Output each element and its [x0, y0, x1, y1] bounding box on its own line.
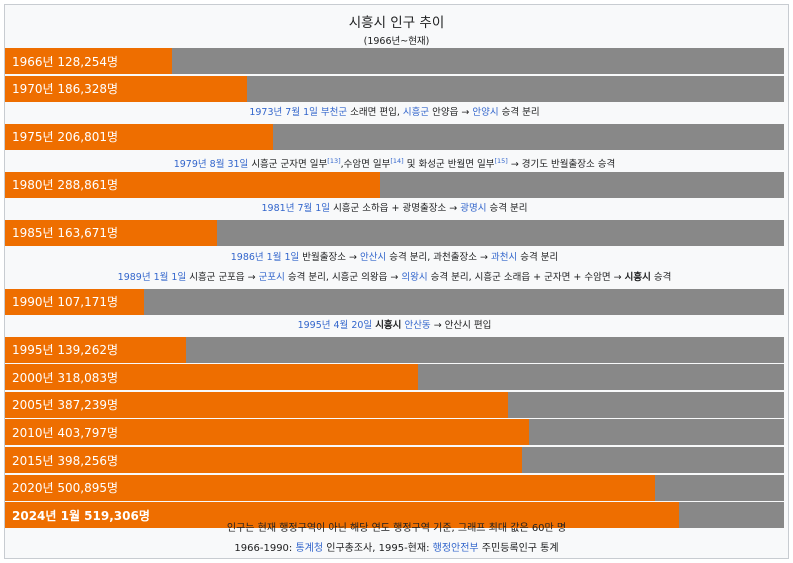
bar-row-12: 2024년 1월 519,306명 — [5, 502, 784, 529]
annotation-text: 시흥시 — [624, 272, 651, 283]
bar-8 — [5, 391, 508, 418]
bar-label-3: 1980년 288,861명 — [12, 178, 119, 193]
bar-0 — [5, 48, 172, 74]
bar-10 — [5, 447, 523, 473]
bar-row-1: 1970년 186,328명 — [5, 75, 784, 102]
annotation-link[interactable]: 시흥군 — [402, 107, 430, 119]
bar-label-4: 1985년 163,671명 — [12, 226, 119, 241]
bar-9 — [5, 419, 530, 446]
annotation-link[interactable]: 안산시 — [360, 251, 387, 263]
source-prefix: 1966-1990: — [234, 543, 296, 554]
source-link-statistics[interactable]: 통계청 — [295, 543, 324, 554]
annotation-0: 1973년 7월 1일 부천군 소래면 편입, 시흥군 안양읍 → 안양시 승격… — [5, 103, 784, 124]
chart-title: 시흥시 인구 추이 — [348, 15, 445, 31]
bar-label-11: 2020년 500,895명 — [12, 481, 119, 496]
annotation-link[interactable]: 1973년 7월 1일 — [249, 107, 318, 119]
chart-frame: 시흥시 인구 추이 (1966년~현재) 1966년 128,254명 1970년… — [4, 4, 789, 559]
bar-row-0: 1966년 128,254명 — [5, 48, 784, 74]
annotation-text: 시흥군 소하읍 + 광명출장소 → — [330, 203, 461, 215]
annotation-link[interactable]: 1995년 4월 20일 — [297, 320, 373, 332]
chart-subtitle: (1966년~현재) — [363, 36, 430, 47]
bar-label-8: 2005년 387,239명 — [12, 398, 119, 413]
annotation-link[interactable]: 군포시 — [258, 272, 285, 283]
annotation-text: 및 화성군 반월면 일부 — [403, 159, 495, 171]
source-suffix: 주민등록인구 통계 — [478, 543, 559, 554]
bar-label-7: 2000년 318,083명 — [12, 370, 119, 385]
annotation-2: 1981년 7월 1일 시흥군 소하읍 + 광명출장소 → 광명시 승격 분리 — [5, 199, 784, 220]
bar-row-8: 2005년 387,239명 — [5, 391, 784, 418]
annotation-text: 승격 분리, 시흥군 소래읍 + 군자면 + 수암면 → — [427, 272, 625, 283]
source-link-ministry[interactable]: 행정안전부 — [432, 543, 479, 554]
chart-rows: 1966년 128,254명 1970년 186,328명 1973년 7월 1일 … — [5, 5, 788, 558]
bar-row-10: 2015년 398,256명 — [5, 447, 784, 473]
annotation-text: → 안산시 편입 — [430, 320, 492, 332]
bar-row-9: 2010년 403,797명 — [5, 419, 784, 446]
bar-row-11: 2020년 500,895명 — [5, 474, 784, 501]
annotation-link[interactable]: 1979년 8월 31일 — [173, 159, 249, 171]
annotation-1: 1979년 8월 31일 시흥군 군자면 일부[13],수암면 일부[14] 및… — [5, 151, 784, 172]
bar-row-3: 1980년 288,861명 — [5, 171, 784, 198]
source-mid: 인구총조사, 1995-현재: — [323, 543, 433, 554]
annotation-text: ,수암면 일부 — [340, 159, 391, 171]
bar-label-9: 2010년 403,797명 — [12, 425, 119, 440]
annotation-text: 시흥군 군포읍 → — [186, 272, 259, 283]
annotation-text: 승격 분리 — [498, 107, 540, 119]
bar-12 — [5, 502, 680, 529]
annotation-text: 승격 — [650, 272, 672, 283]
annotation-5: 1995년 4월 20일 시흥시 안산동 → 안산시 편입 — [5, 316, 784, 337]
annotation-link[interactable]: 1989년 1월 1일 — [117, 272, 187, 283]
annotation-link[interactable]: [15] — [494, 157, 508, 166]
annotation-link[interactable]: 과천시 — [491, 251, 518, 263]
annotation-link[interactable]: 의왕시 — [401, 272, 428, 283]
annotation-3: 1986년 1월 1일 반월출장소 → 안산시 승격 분리, 과천출장소 → 과… — [5, 248, 784, 269]
bar-label-1: 1970년 186,328명 — [12, 82, 119, 97]
annotation-text: 소래면 편입, — [347, 107, 403, 119]
annotation-link[interactable]: 안산동 — [404, 320, 431, 332]
bar-5 — [5, 288, 145, 315]
bar-row-6: 1995년 139,262명 — [5, 336, 784, 363]
bar-label-10: 2015년 398,256명 — [12, 453, 119, 468]
bar-1 — [5, 75, 247, 102]
bar-4 — [5, 219, 218, 246]
annotation-link[interactable]: 1986년 1월 1일 — [230, 251, 300, 263]
annotation-link[interactable]: [13] — [327, 157, 341, 166]
annotation-text: 승격 분리 — [486, 203, 528, 215]
annotation-text: 승격 분리, 과천출장소 → — [386, 251, 491, 263]
bar-2 — [5, 123, 274, 150]
bar-11 — [5, 474, 656, 501]
annotation-text: → 경기도 반월출장소 승격 — [507, 159, 616, 171]
bar-row-4: 1985년 163,671명 — [5, 219, 784, 246]
annotation-4: 1989년 1월 1일 시흥군 군포읍 → 군포시 승격 분리, 시흥군 의왕읍… — [5, 268, 784, 289]
annotation-text: 승격 분리, 시흥군 의왕읍 → — [284, 272, 402, 283]
annotation-link[interactable]: 광명시 — [460, 203, 487, 215]
annotation-text: 시흥군 군자면 일부 — [248, 159, 328, 171]
chart-source: 1966-1990: 통계청 인구총조사, 1995-현재: 행정안전부 주민등… — [5, 539, 788, 554]
annotation-link[interactable]: [14] — [390, 157, 404, 166]
annotation-text: 시흥시 — [375, 320, 402, 332]
annotation-text: 안양읍 → — [429, 107, 473, 119]
bar-label-0: 1966년 128,254명 — [12, 54, 119, 69]
bar-row-2: 1975년 206,801명 — [5, 123, 784, 150]
annotation-text: 승격 분리 — [517, 251, 559, 263]
annotation-link[interactable]: 1981년 7월 1일 — [261, 203, 331, 215]
bar-row-5: 1990년 107,171명 — [5, 288, 784, 315]
bar-row-7: 2000년 318,083명 — [5, 364, 784, 391]
bar-6 — [5, 336, 186, 363]
chart-footnote: 인구는 현재 행정구역이 아닌 해당 연도 행정구역 기준, 그래프 최대 값은… — [226, 523, 567, 534]
bar-label-6: 1995년 139,262명 — [12, 343, 119, 358]
annotation-link[interactable]: 부천군 — [320, 107, 348, 119]
annotation-text: 반월출장소 → — [299, 251, 361, 263]
bar-7 — [5, 364, 418, 391]
bar-label-12: 2024년 1월 519,306명 — [12, 508, 150, 523]
bar-label-2: 1975년 206,801명 — [12, 130, 119, 145]
bar-label-5: 1990년 107,171명 — [12, 295, 119, 309]
annotation-link[interactable]: 안양시 — [472, 107, 499, 119]
bar-3 — [5, 171, 381, 198]
